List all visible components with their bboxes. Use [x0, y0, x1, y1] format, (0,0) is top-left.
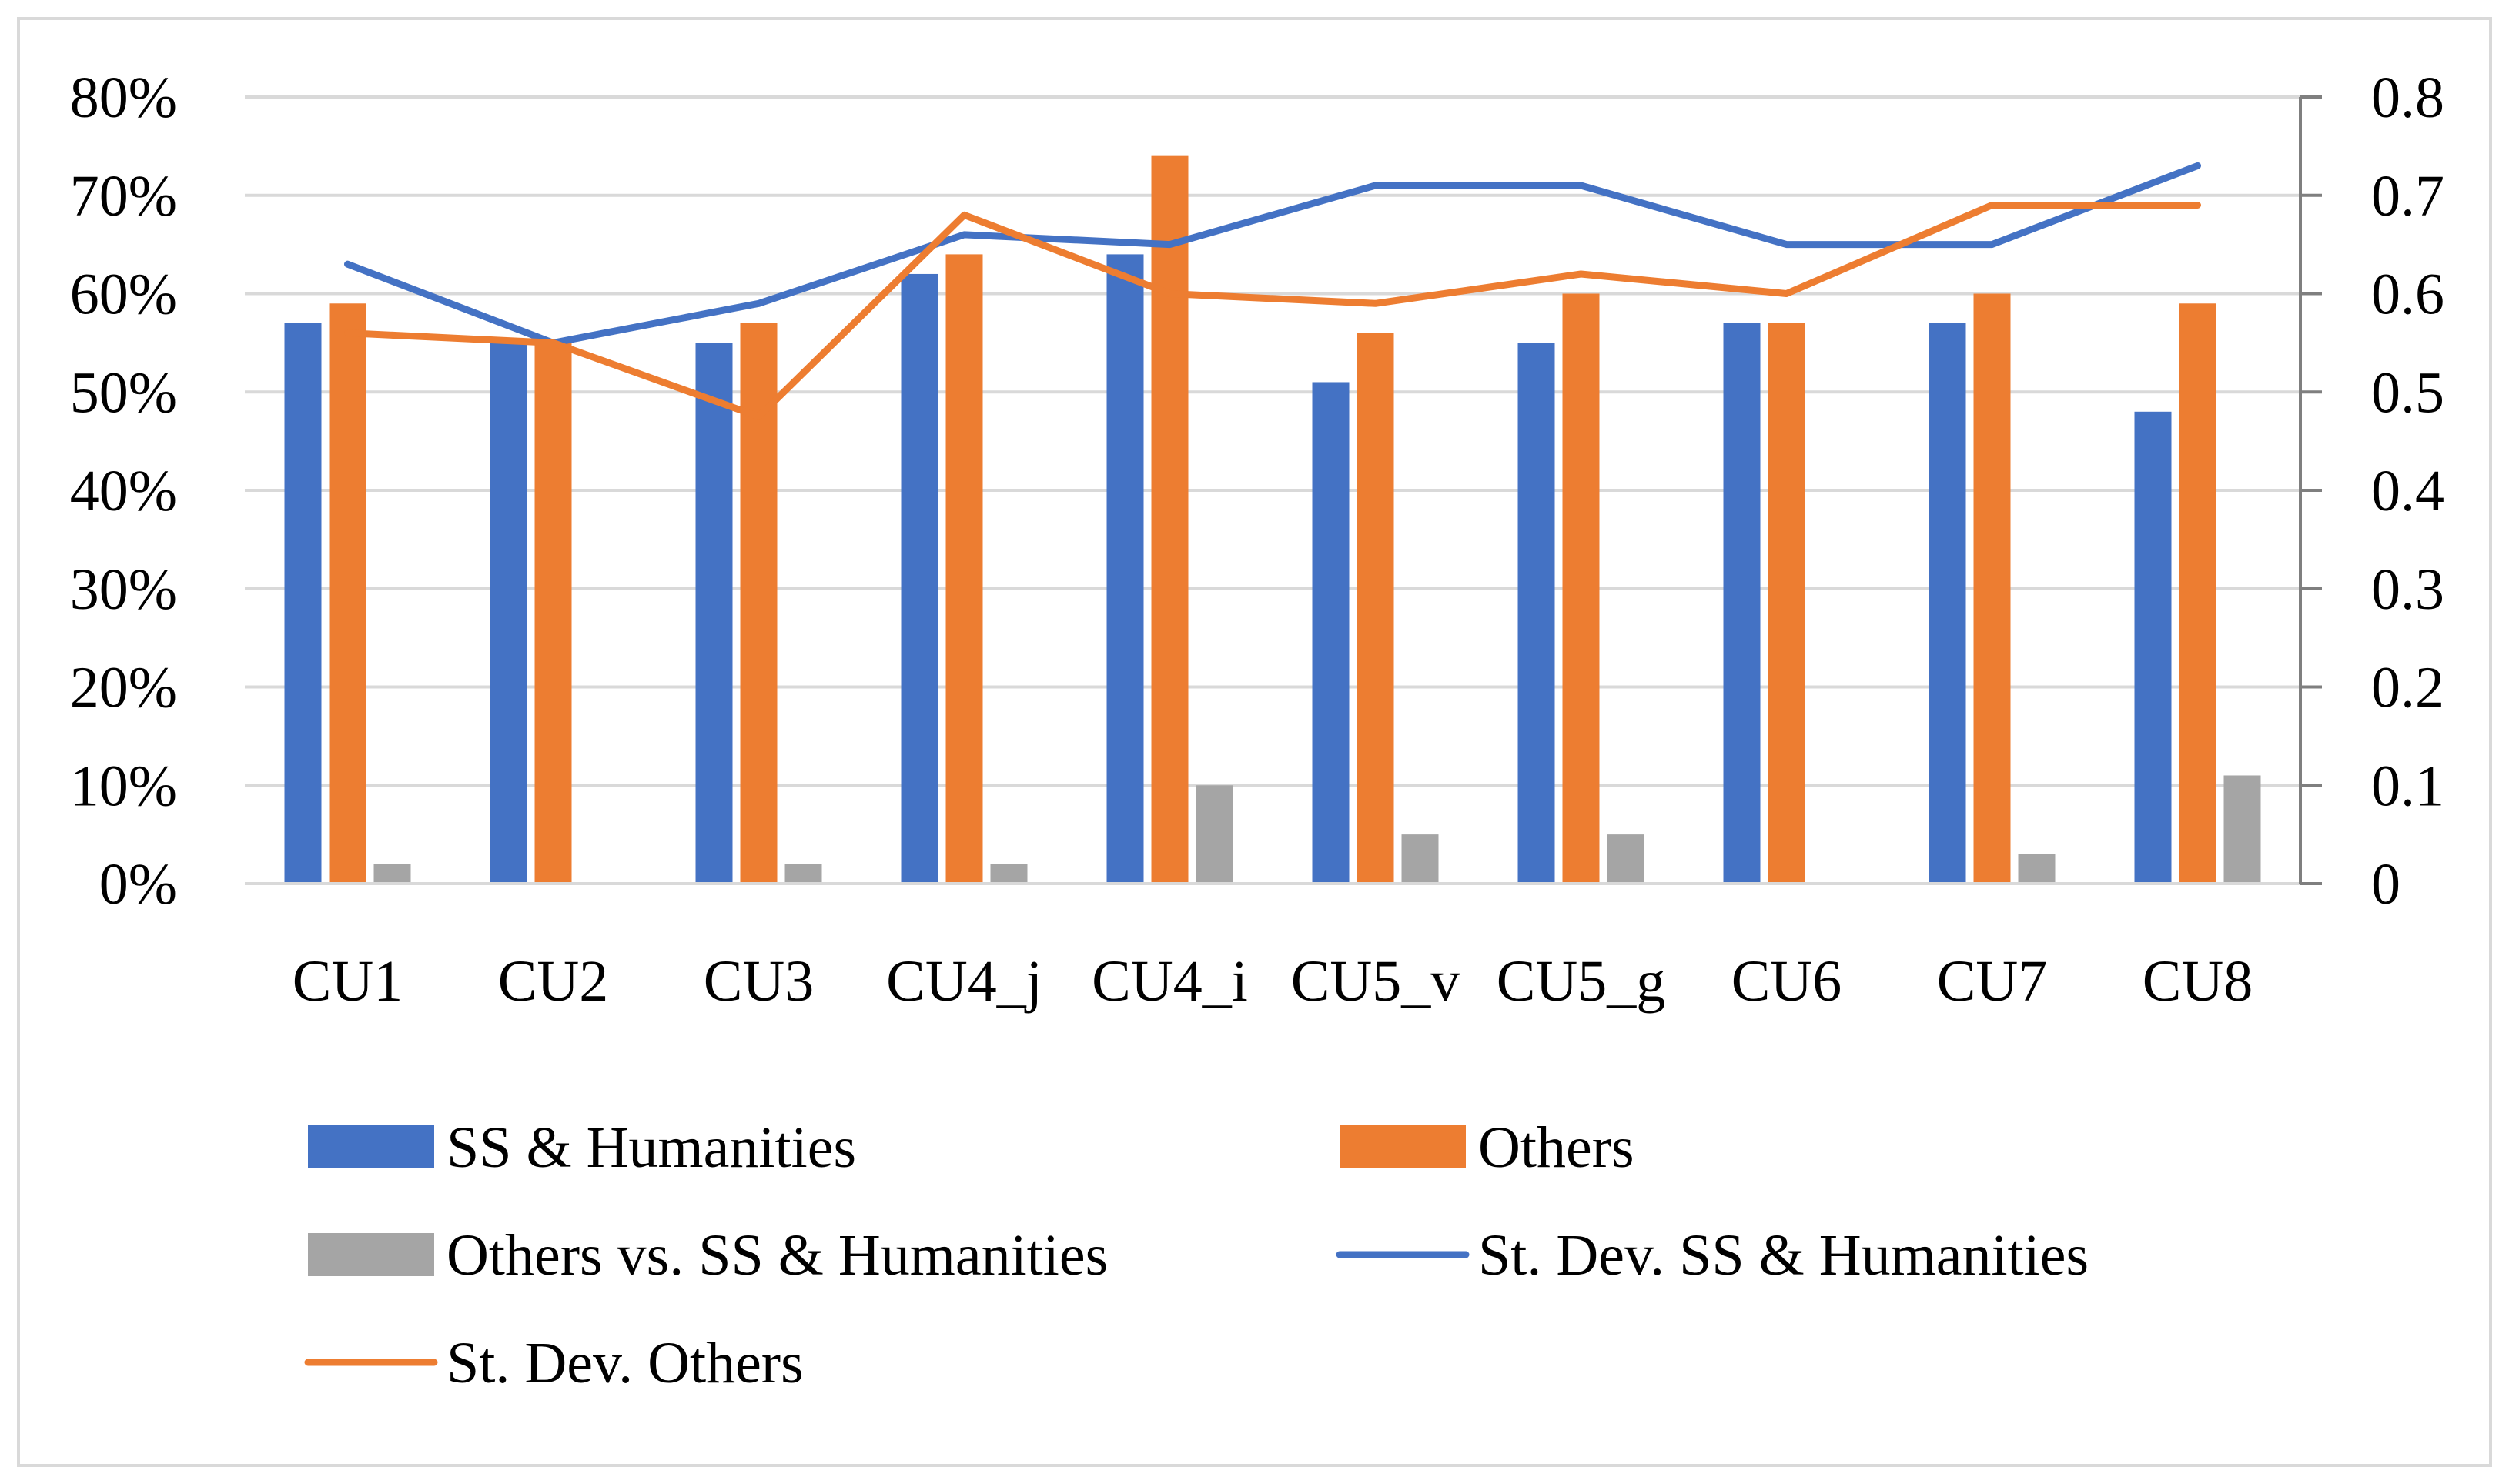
legend-swatch: [308, 1125, 434, 1168]
legend-label: Others vs. SS & Humanities: [447, 1223, 1108, 1288]
bar-ss-humanities: [284, 323, 322, 884]
bar-others: [2179, 303, 2216, 884]
bar-others: [329, 303, 366, 884]
bar-others: [945, 254, 983, 884]
y-left-tick-label: 40%: [70, 459, 177, 523]
y-right-tick-label: 0.8: [2371, 65, 2444, 130]
y-left-tick-label: 0%: [99, 852, 177, 917]
bars: [284, 155, 2261, 884]
legend-item: St. Dev. Others: [304, 1331, 804, 1395]
line-st-dev-others: [344, 202, 2201, 420]
legend-item: Others: [1340, 1115, 1634, 1180]
bar-others-vs-ss-humanities: [990, 864, 1028, 884]
legend-label: SS & Humanities: [447, 1115, 856, 1180]
y-right-tick-label: 0: [2371, 852, 2400, 917]
bar-others-vs-ss-humanities: [373, 864, 411, 884]
legend-swatch: [1340, 1125, 1466, 1168]
x-tick-label: CU2: [498, 949, 609, 1014]
bar-others-vs-ss-humanities: [1401, 834, 1439, 884]
y-left-tick-label: 50%: [70, 360, 177, 425]
bar-ss-humanities: [1929, 323, 1966, 884]
lines: [344, 162, 2201, 420]
bar-others: [534, 343, 572, 884]
y-right-tick-label: 0.5: [2371, 360, 2444, 425]
x-tick-label: CU1: [293, 949, 403, 1014]
bar-ss-humanities: [490, 343, 527, 884]
x-tick-label: CU8: [2143, 949, 2253, 1014]
line-st-dev-ss-humanities: [344, 162, 2201, 346]
legend-label: St. Dev. Others: [447, 1331, 804, 1395]
bar-others-vs-ss-humanities: [1196, 785, 1233, 884]
x-tick-label: CU7: [1937, 949, 2048, 1014]
y-right-tick-label: 0.6: [2371, 262, 2444, 327]
bar-ss-humanities: [1106, 254, 1144, 884]
bar-others-vs-ss-humanities: [2018, 854, 2056, 884]
axes: 0% 10% 20% 30% 40% 50% 60% 70% 80% 0 0.1 0.2 0.3 0.4 0…: [70, 65, 2444, 1014]
bar-others: [1562, 293, 1600, 884]
bar-ss-humanities: [695, 343, 733, 884]
bar-others-vs-ss-humanities: [2223, 775, 2261, 884]
x-tick-label: CU3: [704, 949, 815, 1014]
bar-others-vs-ss-humanities: [784, 864, 822, 884]
chart-frame: [17, 17, 2492, 1467]
bar-others: [1357, 333, 1394, 884]
legend-label: Others: [1478, 1115, 1634, 1180]
y-right-tick-label: 0.7: [2371, 164, 2444, 229]
x-tick-label: CU6: [1731, 949, 1842, 1014]
y-left-tick-label: 30%: [70, 557, 177, 622]
x-tick-label: CU5_v: [1291, 949, 1460, 1014]
bar-others-vs-ss-humanities: [1607, 834, 1644, 884]
bar-others: [1151, 155, 1189, 884]
bar-ss-humanities: [1312, 382, 1350, 884]
legend-item: Others vs. SS & Humanities: [308, 1223, 1108, 1288]
y-left-tick-label: 60%: [70, 262, 177, 327]
legend-item: SS & Humanities: [308, 1115, 856, 1180]
bar-ss-humanities: [1517, 343, 1555, 884]
bar-ss-humanities: [2134, 411, 2172, 884]
y-right-tick-label: 0.1: [2371, 754, 2444, 818]
legend-swatch: [308, 1233, 434, 1276]
bar-ss-humanities: [901, 273, 938, 884]
y-right-tick-label: 0.2: [2371, 656, 2444, 720]
legend-label: St. Dev. SS & Humanities: [1478, 1223, 2089, 1288]
y-left-tick-label: 20%: [70, 656, 177, 720]
y-left-tick-label: 70%: [70, 164, 177, 229]
legend: SS & Humanities Others Others vs. SS & Hum…: [304, 1115, 2089, 1395]
y-left-tick-label: 80%: [70, 65, 177, 130]
y-left-tick-label: 10%: [70, 754, 177, 818]
x-tick-label: CU4_i: [1092, 949, 1248, 1014]
x-tick-label: CU4_j: [886, 949, 1042, 1014]
bar-others: [1768, 323, 1805, 884]
y-right-tick-label: 0.4: [2371, 459, 2444, 523]
legend-item: St. Dev. SS & Humanities: [1336, 1223, 2089, 1288]
x-tick-label: CU5_g: [1497, 949, 1666, 1014]
bar-ss-humanities: [1723, 323, 1761, 884]
bar-others: [1973, 293, 2011, 884]
y-right-tick-label: 0.3: [2371, 557, 2444, 622]
